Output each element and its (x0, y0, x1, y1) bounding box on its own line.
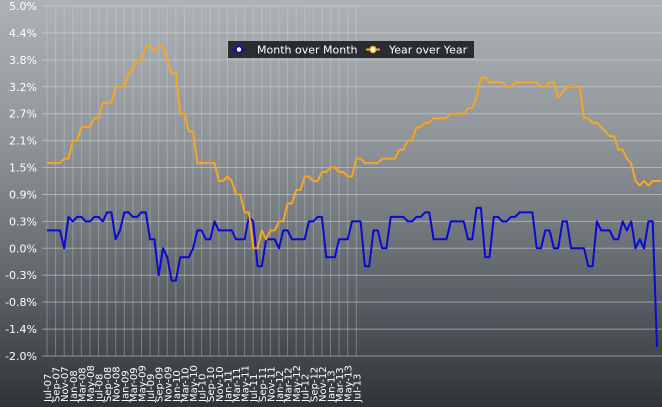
grid (42, 5, 662, 357)
x-tick-label: Nov-08 (112, 366, 123, 402)
y-tick-label: 0.0% (9, 242, 37, 255)
x-axis-ticks: Jul-07Sep-07Nov-07Jan-08Mar-08May-08Jul-… (43, 365, 363, 403)
x-tick-label: Jul-09 (146, 374, 157, 403)
x-tick-label: Nov-09 (163, 366, 174, 402)
x-tick-label: Mar-13 (335, 367, 346, 402)
y-tick-label: 2.7% (9, 108, 37, 121)
x-tick-label: Nov-12 (318, 366, 329, 402)
y-axis-ticks: 5.0% 4.4% 3.8% 3.2% 2.7% 2.1% 1.5% 0.9% 0.3% 0.0%… (5, 0, 37, 363)
x-tick-label: Sep-11 (258, 367, 269, 402)
x-tick-label: Jul-08 (95, 374, 106, 403)
y-tick-label: 0.3% (9, 215, 37, 228)
legend-marker-mom (235, 45, 243, 54)
y-tick-label: 0.9% (9, 188, 37, 201)
y-tick-label: -0.3% (5, 269, 37, 282)
legend-background (228, 41, 474, 58)
y-tick-label: 4.4% (9, 27, 37, 40)
x-tick-label: Jul-10 (198, 374, 209, 403)
x-tick-label: May-09 (138, 365, 149, 402)
x-tick-label: Sep-12 (309, 367, 320, 402)
y-tick-label: -2.0% (5, 350, 37, 363)
legend-label-yoy: Year over Year (388, 44, 468, 57)
legend-label-mom: Month over Month (257, 44, 358, 57)
y-tick-label: 2.1% (9, 135, 37, 148)
x-tick-label: Jul-13 (352, 374, 363, 403)
x-tick-label: Mar-10 (180, 367, 191, 402)
x-tick-label: May-11 (241, 365, 252, 402)
y-tick-label: -1.4% (5, 323, 37, 336)
x-tick-label: Mar-11 (232, 367, 243, 402)
x-tick-label: Jul-07 (43, 374, 54, 403)
x-tick-label: May-08 (86, 365, 97, 402)
x-tick-label: Jan-11 (223, 370, 234, 403)
x-tick-label: Jan-12 (275, 370, 286, 403)
x-tick-label: Nov-11 (266, 366, 277, 402)
x-tick-label: Nov-07 (60, 366, 71, 402)
x-tick-label: May-13 (344, 365, 355, 402)
x-tick-label: Mar-09 (129, 367, 140, 402)
x-tick-label: Jul-11 (249, 374, 260, 403)
y-tick-label: 3.2% (9, 81, 37, 94)
y-tick-label: 3.8% (9, 54, 37, 67)
x-tick-label: Jul-12 (301, 374, 312, 403)
x-tick-label: Jan-08 (69, 370, 80, 403)
y-tick-label: 5.0% (9, 0, 37, 13)
x-tick-label: Nov-10 (215, 366, 226, 402)
series-line-year-over-year (47, 45, 662, 250)
x-tick-label: Sep-09 (155, 367, 166, 402)
y-tick-label: -0.8% (5, 296, 37, 309)
x-tick-label: Jan-10 (172, 370, 183, 403)
x-tick-label: Jan-13 (327, 370, 338, 403)
x-tick-label: Mar-08 (77, 367, 88, 402)
series-line-month-over-month (47, 206, 658, 348)
y-tick-label: 1.5% (9, 162, 37, 175)
series-lines (47, 45, 662, 348)
x-tick-label: May-10 (189, 365, 200, 402)
x-tick-label: May-12 (292, 365, 303, 402)
x-tick-label: Sep-08 (103, 367, 114, 402)
legend-marker-yoy (369, 45, 377, 54)
x-tick-label: Mar-12 (284, 367, 295, 402)
x-tick-label: Jan-09 (120, 370, 131, 403)
x-tick-label: Sep-10 (206, 367, 217, 402)
legend: Month over Month Year over Year (228, 41, 474, 58)
x-tick-label: Sep-07 (52, 367, 63, 402)
